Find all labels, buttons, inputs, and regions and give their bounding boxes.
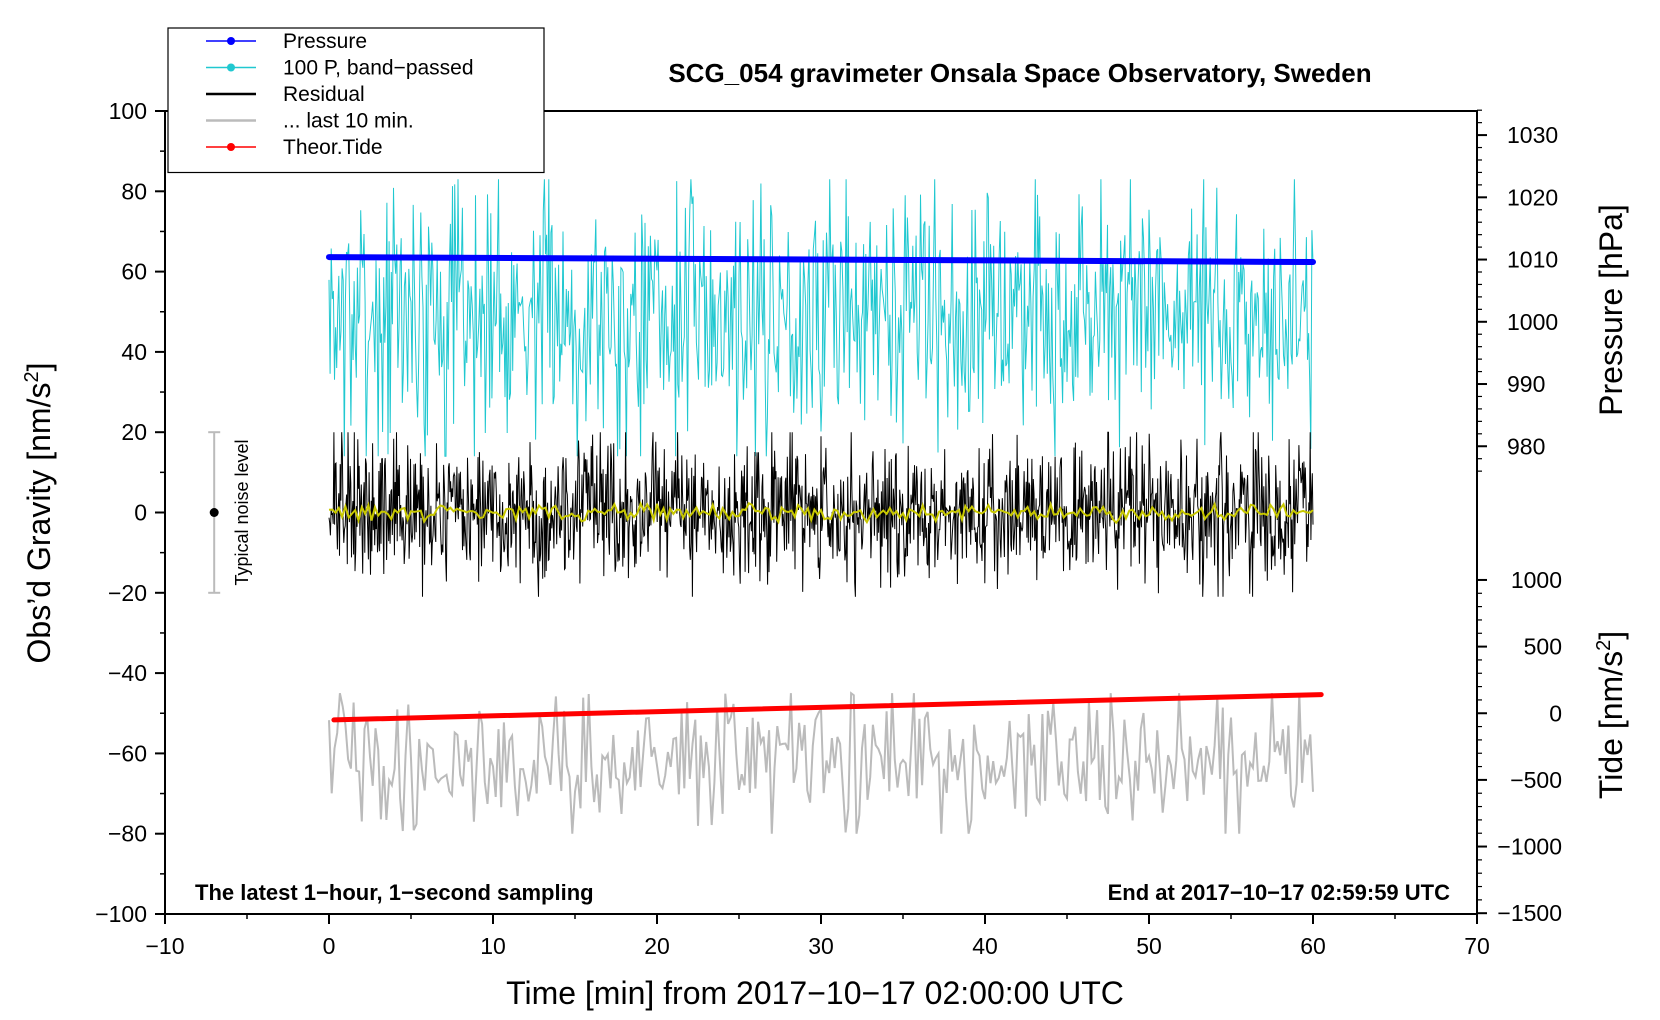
pressure-tick-label: 1030 xyxy=(1507,122,1558,148)
x-tick-label: 70 xyxy=(1464,933,1490,959)
legend-label: Pressure xyxy=(283,30,367,53)
pressure-tick-label: 1010 xyxy=(1507,247,1558,273)
tide-tick-label: 0 xyxy=(1549,700,1562,726)
y-tick-label: −100 xyxy=(95,901,147,927)
pressure-axis-title: Pressure [hPa] xyxy=(1593,204,1629,416)
pressure-tick-label: 990 xyxy=(1507,371,1545,397)
series-theoretical-tide xyxy=(331,692,1324,723)
tide-tick-label: −1500 xyxy=(1497,900,1562,926)
legend-label: ... last 10 min. xyxy=(283,110,414,133)
y-axis-title: Obs’d Gravity [nm/s2] xyxy=(21,363,57,664)
tide-axis-title-main: Tide [nm/s xyxy=(1593,651,1629,799)
chart-title: SCG_054 gravimeter Onsala Space Observat… xyxy=(668,58,1371,88)
pressure-tick-label: 1000 xyxy=(1507,309,1558,335)
legend-label: Residual xyxy=(283,83,365,106)
y-axis-title-sup: 2 xyxy=(21,371,43,382)
tide-axis-title: Tide [nm/s2] xyxy=(1593,631,1629,799)
y-tick-label: 60 xyxy=(121,259,147,285)
series-residual-smoothed xyxy=(328,500,1314,525)
legend: Pressure 100 P, band−passed Residual ... la… xyxy=(167,27,545,174)
noise-bar-group: Typical noise level xyxy=(208,431,252,594)
x-tick-label: 20 xyxy=(644,933,670,959)
legend-marker xyxy=(227,143,235,151)
series-layer xyxy=(326,179,1324,834)
tide-tick-label: −1000 xyxy=(1497,834,1562,860)
noise-bar-label: Typical noise level xyxy=(232,439,252,585)
y-tick-label: −80 xyxy=(108,821,147,847)
x-tick-label: 0 xyxy=(323,933,336,959)
y-tick-label: 80 xyxy=(121,178,147,204)
series-residual xyxy=(328,431,1314,597)
x-tick-label: 40 xyxy=(972,933,998,959)
y-tick-label: 100 xyxy=(109,98,147,124)
y-tick-label: −20 xyxy=(108,580,147,606)
legend-label: Theor.Tide xyxy=(283,136,383,159)
x-tick-label: −10 xyxy=(145,933,184,959)
pressure-tick-label: 1020 xyxy=(1507,184,1558,210)
y-axis-title-main: Obs’d Gravity [nm/s xyxy=(21,383,57,664)
annotation-end-time: End at 2017−10−17 02:59:59 UTC xyxy=(1108,880,1451,905)
x-tick-label: 50 xyxy=(1136,933,1162,959)
noise-bar-center xyxy=(209,508,219,517)
x-tick-label: 10 xyxy=(480,933,506,959)
y-axis-title-close: ] xyxy=(21,363,57,372)
legend-label: 100 P, band−passed xyxy=(283,57,474,80)
series-bandpassed-pressure xyxy=(328,179,1314,457)
pressure-tick-label: 980 xyxy=(1507,433,1545,459)
y-tick-label: −40 xyxy=(108,660,147,686)
axes-layer: −10 0 10 20 30 40 50 60 70−100−80−60−40−20020406… xyxy=(95,98,1562,959)
tide-axis-title-close: ] xyxy=(1593,631,1629,640)
x-axis-title: Time [min] from 2017−10−17 02:00:00 UTC xyxy=(506,975,1124,1011)
tide-tick-label: 500 xyxy=(1524,634,1562,660)
y-tick-label: 20 xyxy=(121,419,147,445)
legend-marker xyxy=(227,37,235,45)
y-tick-label: 40 xyxy=(121,339,147,365)
x-tick-label: 30 xyxy=(808,933,834,959)
tide-tick-label: 1000 xyxy=(1511,567,1562,593)
series-pressure xyxy=(326,254,1316,266)
y-tick-label: −60 xyxy=(108,740,147,766)
annotation-sampling: The latest 1−hour, 1−second sampling xyxy=(195,880,594,905)
y-tick-label: 0 xyxy=(134,500,147,526)
legend-marker xyxy=(227,63,235,72)
x-tick-label: 60 xyxy=(1300,933,1326,959)
tide-tick-label: −500 xyxy=(1510,767,1562,793)
tide-axis-title-sup: 2 xyxy=(1593,640,1615,651)
